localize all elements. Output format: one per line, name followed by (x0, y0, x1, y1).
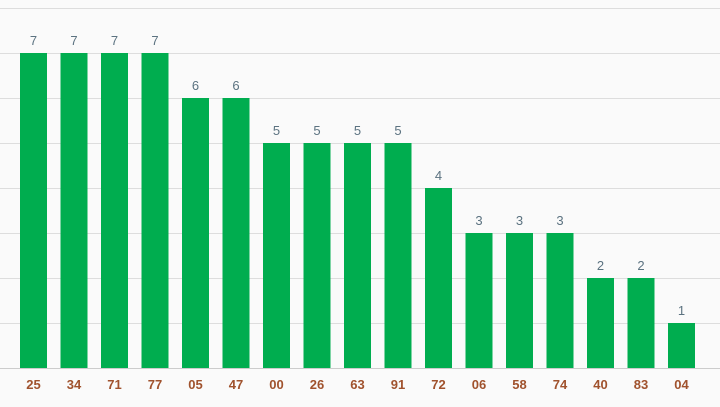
bar-58 (506, 233, 533, 368)
value-label-34: 7 (70, 33, 77, 48)
category-label-26: 26 (310, 377, 324, 392)
category-label-58: 58 (512, 377, 526, 392)
value-label-58: 3 (516, 213, 523, 228)
bar-71 (101, 53, 128, 368)
value-label-83: 2 (637, 258, 644, 273)
value-label-47: 6 (232, 78, 239, 93)
value-label-72: 4 (435, 168, 442, 183)
category-label-63: 63 (350, 377, 364, 392)
value-label-91: 5 (394, 123, 401, 138)
category-label-25: 25 (26, 377, 40, 392)
value-label-77: 7 (151, 33, 158, 48)
value-label-71: 7 (111, 33, 118, 48)
category-label-77: 77 (148, 377, 162, 392)
category-label-40: 40 (593, 377, 607, 392)
bar-77 (141, 53, 169, 368)
category-label-34: 34 (67, 377, 82, 392)
bar-72 (425, 188, 452, 368)
category-label-47: 47 (229, 377, 243, 392)
category-label-91: 91 (391, 377, 405, 392)
bars (20, 53, 695, 368)
bar-06 (465, 233, 493, 368)
bar-83 (627, 278, 655, 368)
value-label-26: 5 (313, 123, 320, 138)
value-label-05: 6 (192, 78, 199, 93)
category-label-05: 05 (188, 377, 202, 392)
bar-05 (182, 98, 209, 368)
value-label-25: 7 (30, 33, 37, 48)
bar-04 (668, 323, 695, 368)
bar-34 (60, 53, 88, 368)
bar-26 (303, 143, 331, 368)
category-label-04: 04 (674, 377, 689, 392)
bar-00 (263, 143, 290, 368)
bar-47 (222, 98, 250, 368)
bar-40 (587, 278, 614, 368)
category-label-00: 00 (269, 377, 283, 392)
category-labels: 25 34 71 77 05 47 00 26 63 91 72 06 58 74 40 83 04 (26, 377, 689, 392)
bar-25 (20, 53, 47, 368)
bar-74 (546, 233, 574, 368)
value-label-63: 5 (354, 123, 361, 138)
value-labels: 7 7 7 7 6 6 5 5 5 5 4 3 3 3 2 2 1 (30, 33, 685, 318)
category-label-06: 06 (472, 377, 486, 392)
bar-91 (384, 143, 412, 368)
value-label-40: 2 (597, 258, 604, 273)
value-label-00: 5 (273, 123, 280, 138)
category-label-71: 71 (107, 377, 121, 392)
value-label-06: 3 (475, 213, 482, 228)
category-label-83: 83 (634, 377, 648, 392)
bar-63 (344, 143, 371, 368)
category-label-74: 74 (553, 377, 568, 392)
value-label-04: 1 (678, 303, 685, 318)
category-label-72: 72 (431, 377, 445, 392)
value-label-74: 3 (556, 213, 563, 228)
